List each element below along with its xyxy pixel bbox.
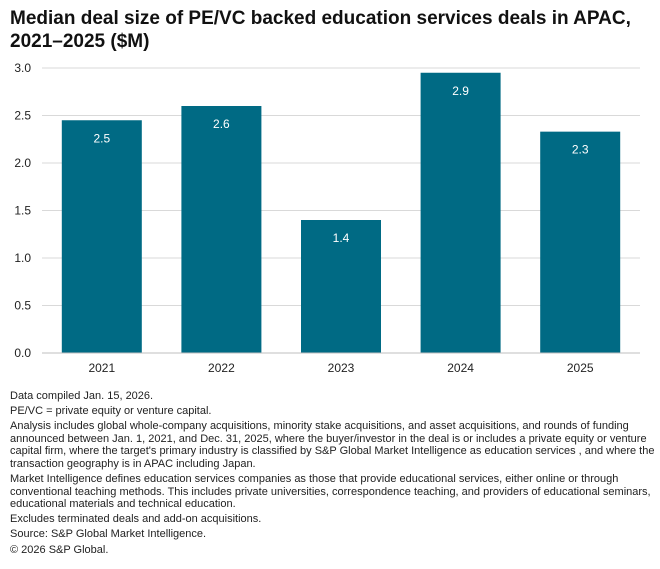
x-axis-ticks: 2021 2022 2023 2024 2025 — [88, 361, 593, 375]
data-label-2022: 2.6 — [213, 117, 230, 131]
y-tick-label: 0.5 — [14, 299, 31, 313]
bar-2023 — [301, 220, 381, 353]
bar-2025 — [540, 131, 621, 353]
bar-2024 — [420, 72, 501, 353]
chart-notes: Data compiled Jan. 15, 2026. PE/VC = pri… — [10, 390, 655, 559]
data-label-2021: 2.5 — [93, 131, 110, 145]
bar-2022 — [181, 106, 262, 353]
y-tick-label: 1.5 — [14, 204, 31, 218]
data-label-2025: 2.3 — [572, 143, 589, 157]
chart-title: Median deal size of PE/VC backed educati… — [10, 8, 631, 52]
note-source: Source: S&P Global Market Intelligence. — [10, 528, 207, 541]
x-tick-label-2021: 2021 — [88, 361, 115, 375]
bar-2021 — [61, 120, 142, 353]
y-tick-label: 3.0 — [14, 61, 31, 75]
note-pevc-definition: PE/VC = private equity or venture capita… — [10, 405, 212, 418]
data-label-2024: 2.9 — [452, 84, 469, 98]
y-axis-ticks: 0.0 0.5 1.0 1.5 2.0 2.5 3.0 — [14, 61, 31, 360]
x-tick-label-2023: 2023 — [328, 361, 355, 375]
note-market-definition: Market Intelligence defines education se… — [10, 473, 651, 511]
note-copyright: © 2026 S&P Global. — [10, 543, 109, 556]
bar-data-labels: 2.5 2.6 1.4 2.9 2.3 — [93, 84, 588, 245]
bars — [61, 72, 621, 353]
bar-chart: 0.0 0.5 1.0 1.5 2.0 2.5 3.0 2.5 2.6 1.4 2.9 2.3 20… — [14, 61, 640, 375]
note-exclusions: Excludes terminated deals and add-on acq… — [10, 513, 262, 526]
data-label-2023: 1.4 — [333, 231, 350, 245]
y-tick-label: 2.0 — [14, 156, 31, 170]
note-data-compiled: Data compiled Jan. 15, 2026. — [10, 390, 154, 402]
y-tick-label: 1.0 — [14, 251, 31, 265]
x-tick-label-2022: 2022 — [208, 361, 235, 375]
note-analysis-scope: Analysis includes global whole-company a… — [10, 420, 655, 470]
y-tick-label: 0.0 — [14, 346, 31, 360]
y-tick-label: 2.5 — [14, 109, 31, 123]
x-tick-label-2024: 2024 — [447, 361, 474, 375]
x-tick-label-2025: 2025 — [567, 361, 594, 375]
